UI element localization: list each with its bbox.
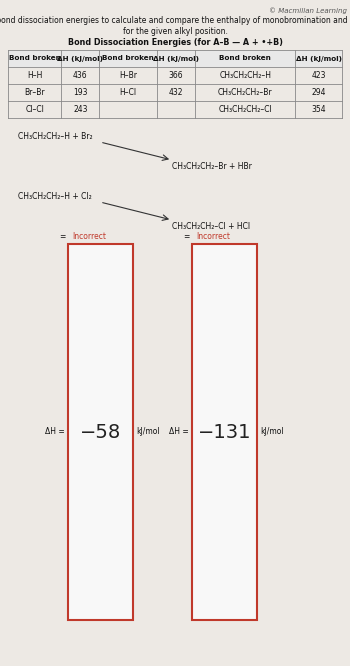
Bar	[8, 50, 342, 67]
Text: Bond Dissociation Energies (for A–B — A + •+B): Bond Dissociation Energies (for A–B — A …	[68, 38, 282, 47]
Text: Use the table of bond dissociation energies to calculate and compare the enthalp: Use the table of bond dissociation energ…	[0, 16, 350, 25]
Text: =: =	[184, 232, 190, 241]
Text: Incorrect: Incorrect	[72, 232, 106, 241]
Text: Bond broken: Bond broken	[219, 55, 271, 61]
Text: CH₃CH₂CH₂–Br + HBr: CH₃CH₂CH₂–Br + HBr	[172, 162, 252, 171]
Text: CH₃CH₂CH₂–H + Cl₂: CH₃CH₂CH₂–H + Cl₂	[18, 192, 92, 201]
Text: ΔH (kJ/mol): ΔH (kJ/mol)	[296, 55, 342, 61]
Text: © Macmillan Learning: © Macmillan Learning	[269, 7, 347, 14]
Text: 294: 294	[312, 88, 326, 97]
Text: H–H: H–H	[27, 71, 42, 80]
Text: 423: 423	[312, 71, 326, 80]
Text: CH₃CH₂CH₂–H + Br₂: CH₃CH₂CH₂–H + Br₂	[18, 132, 93, 141]
Text: CH₃CH₂CH₂–Br: CH₃CH₂CH₂–Br	[218, 88, 272, 97]
Text: Bond broken: Bond broken	[9, 55, 61, 61]
Bar	[68, 244, 133, 620]
Text: Br–Br: Br–Br	[25, 88, 45, 97]
Text: kJ/mol: kJ/mol	[136, 428, 160, 436]
Text: −58: −58	[80, 422, 121, 442]
Text: 432: 432	[169, 88, 183, 97]
Text: CH₃CH₂CH₂–Cl: CH₃CH₂CH₂–Cl	[218, 105, 272, 114]
Text: kJ/mol: kJ/mol	[260, 428, 284, 436]
Text: =: =	[60, 232, 66, 241]
Text: ΔH (kJ/mol): ΔH (kJ/mol)	[57, 55, 103, 61]
Text: ΔH (kJ/mol): ΔH (kJ/mol)	[153, 55, 199, 61]
Text: −131: −131	[198, 422, 251, 442]
Text: Cl–Cl: Cl–Cl	[25, 105, 44, 114]
Bar	[192, 244, 257, 620]
Text: 193: 193	[73, 88, 88, 97]
Text: H–Br: H–Br	[119, 71, 137, 80]
Text: 354: 354	[311, 105, 326, 114]
Text: for the given alkyl position.: for the given alkyl position.	[122, 27, 228, 36]
Text: CH₃CH₂CH₂–Cl + HCl: CH₃CH₂CH₂–Cl + HCl	[172, 222, 250, 231]
Text: Bond broken: Bond broken	[102, 55, 154, 61]
Text: ΔH =: ΔH =	[169, 428, 189, 436]
Text: H–Cl: H–Cl	[120, 88, 137, 97]
Text: 366: 366	[169, 71, 183, 80]
Text: 243: 243	[73, 105, 88, 114]
Text: ΔH =: ΔH =	[45, 428, 65, 436]
Text: Incorrect: Incorrect	[196, 232, 230, 241]
Text: 436: 436	[73, 71, 88, 80]
Text: CH₃CH₂CH₂–H: CH₃CH₂CH₂–H	[219, 71, 271, 80]
